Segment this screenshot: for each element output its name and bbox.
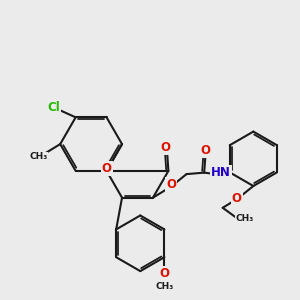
Text: O: O xyxy=(160,141,170,154)
Text: Cl: Cl xyxy=(47,101,60,114)
Text: CH₃: CH₃ xyxy=(155,282,173,291)
Text: HN: HN xyxy=(211,167,231,179)
Text: O: O xyxy=(166,178,176,190)
Text: O: O xyxy=(102,162,112,175)
Text: O: O xyxy=(201,144,211,157)
Text: O: O xyxy=(159,267,170,280)
Text: CH₃: CH₃ xyxy=(236,214,253,224)
Text: CH₃: CH₃ xyxy=(29,152,47,161)
Text: O: O xyxy=(232,192,242,205)
